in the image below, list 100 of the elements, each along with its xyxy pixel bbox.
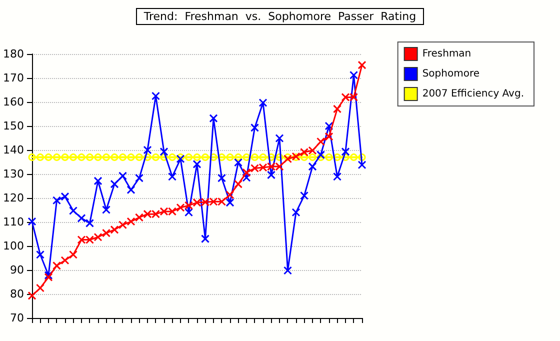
- point: [275, 134, 284, 142]
- point: [259, 153, 267, 161]
- point: [143, 210, 152, 218]
- point: [202, 153, 209, 161]
- point: [160, 147, 168, 156]
- point: [275, 162, 284, 171]
- point: [119, 153, 126, 161]
- point: [52, 261, 61, 270]
- point: [160, 207, 168, 216]
- point: [218, 197, 226, 206]
- point: [36, 284, 44, 292]
- y-tick-label: 80: [10, 288, 24, 300]
- point: [358, 60, 366, 70]
- point: [184, 201, 193, 210]
- point: [341, 147, 350, 156]
- point: [201, 234, 210, 244]
- point: [85, 218, 94, 228]
- point: [168, 207, 176, 216]
- point: [341, 92, 350, 102]
- point: [110, 180, 119, 188]
- point: [118, 172, 127, 180]
- point: [251, 153, 258, 161]
- point: [333, 172, 342, 181]
- y-tick-label: 100: [2, 240, 24, 252]
- point: [134, 174, 144, 182]
- point: [258, 163, 268, 172]
- point: [127, 153, 135, 161]
- point: [242, 153, 250, 161]
- point: [350, 92, 358, 102]
- point: [61, 153, 69, 161]
- point: [176, 154, 185, 164]
- point: [324, 122, 334, 130]
- point: [308, 146, 317, 155]
- point: [152, 153, 160, 161]
- point: [70, 153, 77, 161]
- point: [350, 153, 358, 161]
- point: [68, 206, 78, 215]
- point: [209, 114, 218, 123]
- point: [334, 153, 341, 161]
- point: [234, 180, 242, 188]
- y-tick-label: 130: [2, 168, 24, 180]
- point: [218, 174, 226, 182]
- point: [284, 153, 292, 161]
- y-tick-label: 150: [2, 120, 24, 132]
- point: [126, 217, 136, 226]
- point: [226, 153, 234, 161]
- point: [185, 153, 192, 161]
- point: [36, 250, 44, 259]
- point: [126, 186, 136, 194]
- legend-label: Sophomore: [422, 68, 480, 80]
- y-tick-label: 70: [10, 312, 24, 324]
- point: [85, 236, 94, 244]
- point: [102, 153, 110, 161]
- point: [317, 153, 324, 161]
- point: [300, 191, 308, 200]
- point: [143, 146, 152, 154]
- y-tick-label: 180: [2, 48, 24, 60]
- chart-title: Trend: Freshman vs. Sophomore Passer Rating: [142, 10, 416, 23]
- point: [234, 158, 242, 167]
- point: [28, 291, 36, 300]
- point: [342, 153, 350, 161]
- point: [300, 148, 308, 156]
- legend-label: Freshman: [422, 48, 472, 60]
- legend-label: 2007 Efficiency Avg.: [422, 88, 524, 100]
- point: [308, 153, 316, 161]
- point: [333, 104, 342, 114]
- point: [267, 162, 276, 171]
- point: [102, 206, 110, 214]
- point: [136, 153, 143, 161]
- point: [168, 172, 176, 181]
- point: [267, 170, 276, 180]
- point: [201, 198, 210, 206]
- point: [226, 198, 234, 207]
- point: [184, 208, 193, 217]
- point: [193, 153, 201, 161]
- point: [28, 217, 36, 226]
- y-tick-label: 90: [10, 264, 24, 276]
- point: [94, 176, 102, 186]
- point: [209, 197, 218, 206]
- point: [110, 225, 119, 234]
- point: [358, 160, 366, 170]
- point: [325, 153, 333, 161]
- point: [53, 153, 60, 161]
- point: [168, 153, 176, 161]
- point: [316, 137, 325, 146]
- point: [151, 210, 160, 218]
- y-tick-label: 120: [2, 192, 24, 204]
- point: [52, 196, 61, 205]
- point: [308, 162, 317, 171]
- point: [234, 153, 242, 161]
- point: [94, 153, 102, 161]
- point: [86, 153, 94, 161]
- point: [218, 153, 226, 161]
- point: [60, 256, 70, 265]
- point: [134, 213, 144, 222]
- point: [284, 154, 292, 164]
- y-tick-label: 110: [2, 216, 24, 228]
- point: [242, 168, 251, 177]
- y-tick-label: 160: [2, 96, 24, 108]
- point: [210, 153, 218, 161]
